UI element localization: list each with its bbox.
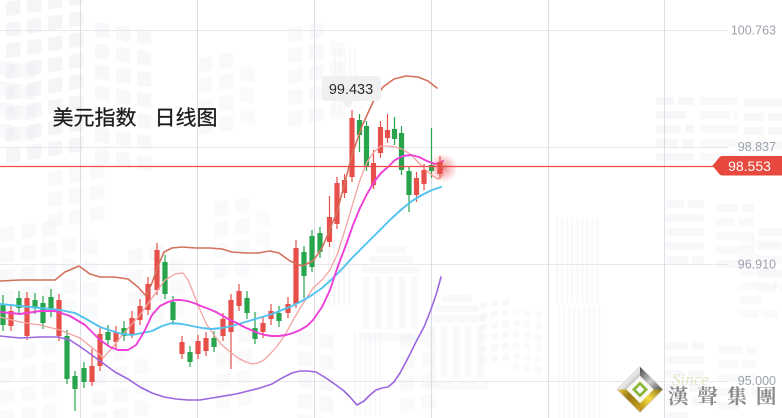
svg-text:99.433: 99.433 <box>329 82 373 98</box>
svg-text:98.837: 98.837 <box>738 140 776 154</box>
svg-text:Since: Since <box>672 370 709 389</box>
svg-text:95.000: 95.000 <box>738 374 776 388</box>
svg-text:100.763: 100.763 <box>731 24 776 38</box>
svg-text:96.910: 96.910 <box>738 258 776 272</box>
svg-text:98.553: 98.553 <box>728 158 771 174</box>
